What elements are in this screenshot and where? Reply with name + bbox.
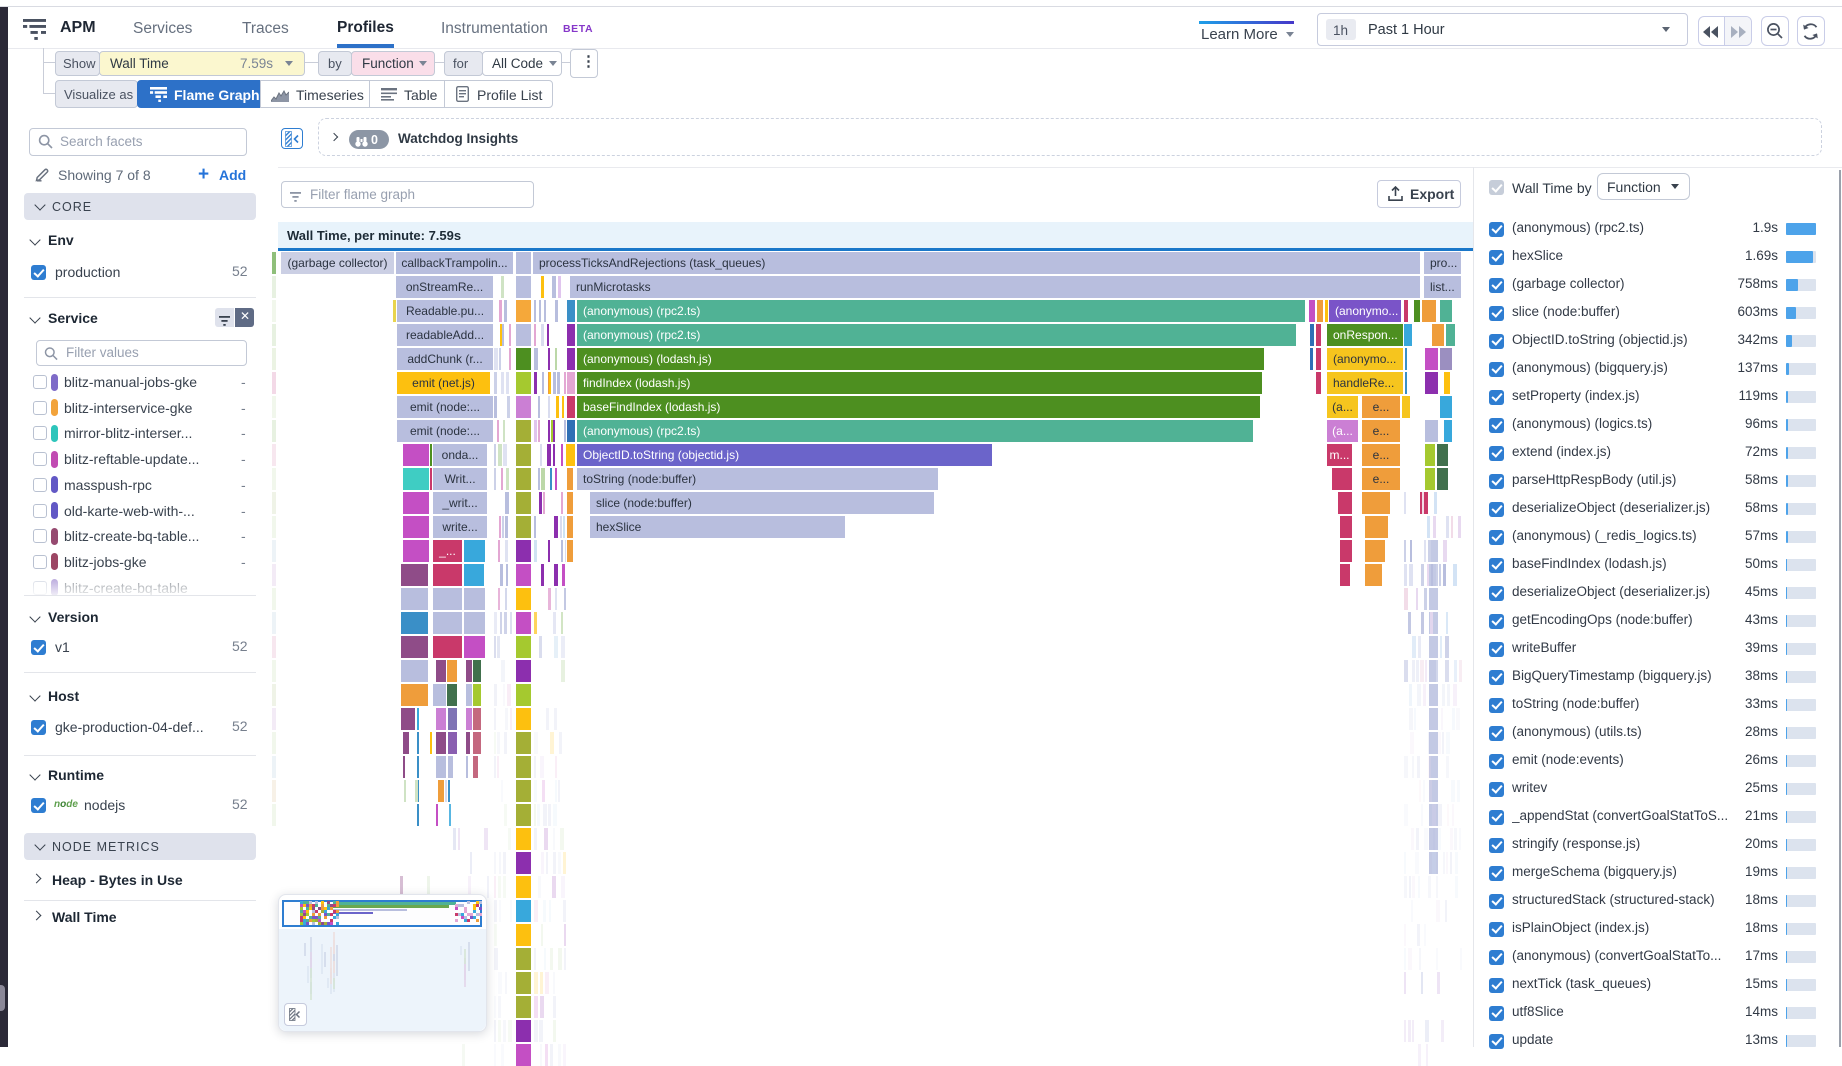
svg-text:node: node	[54, 799, 78, 810]
